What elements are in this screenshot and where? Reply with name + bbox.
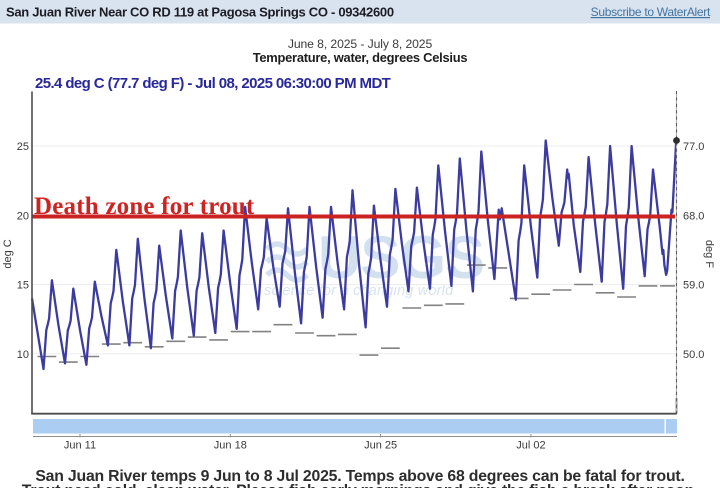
svg-text:Subscribe to WaterAlert: Subscribe to WaterAlert — [591, 5, 711, 19]
svg-text:59.0: 59.0 — [683, 280, 704, 292]
svg-text:deg C: deg C — [2, 239, 14, 268]
svg-text:San Juan River Near CO RD 119: San Juan River Near CO RD 119 at Pagosa … — [6, 5, 394, 20]
svg-text:Jun 11: Jun 11 — [64, 440, 96, 452]
svg-text:Jul 02: Jul 02 — [516, 440, 545, 452]
svg-text:50.0: 50.0 — [683, 349, 704, 361]
svg-text:deg F: deg F — [703, 240, 715, 268]
svg-text:25.4 deg C (77.7 deg F) - Jul: 25.4 deg C (77.7 deg F) - Jul 08, 2025 0… — [35, 75, 391, 92]
svg-text:June 8, 2025 - July 8, 2025: June 8, 2025 - July 8, 2025 — [288, 37, 433, 51]
svg-text:15: 15 — [17, 280, 29, 292]
svg-text:68.0: 68.0 — [683, 210, 704, 222]
svg-text:Jun 25: Jun 25 — [364, 440, 397, 452]
svg-text:Jun 18: Jun 18 — [214, 440, 247, 452]
svg-text:20: 20 — [17, 210, 29, 222]
svg-text:Death zone for trout: Death zone for trout — [34, 193, 255, 220]
svg-text:10: 10 — [17, 349, 29, 361]
svg-text:Temperature, water, degrees Ce: Temperature, water, degrees Celsius — [253, 50, 468, 65]
svg-text:77.0: 77.0 — [683, 141, 704, 153]
svg-text:25: 25 — [17, 141, 29, 153]
svg-text:Trout need cold, clean water.: Trout need cold, clean water. Please fis… — [22, 483, 698, 488]
svg-text:San Juan River temps 9 Jun to: San Juan River temps 9 Jun to 8 Jul 2025… — [35, 468, 684, 485]
svg-text:science for a changing world: science for a changing world — [264, 283, 454, 299]
